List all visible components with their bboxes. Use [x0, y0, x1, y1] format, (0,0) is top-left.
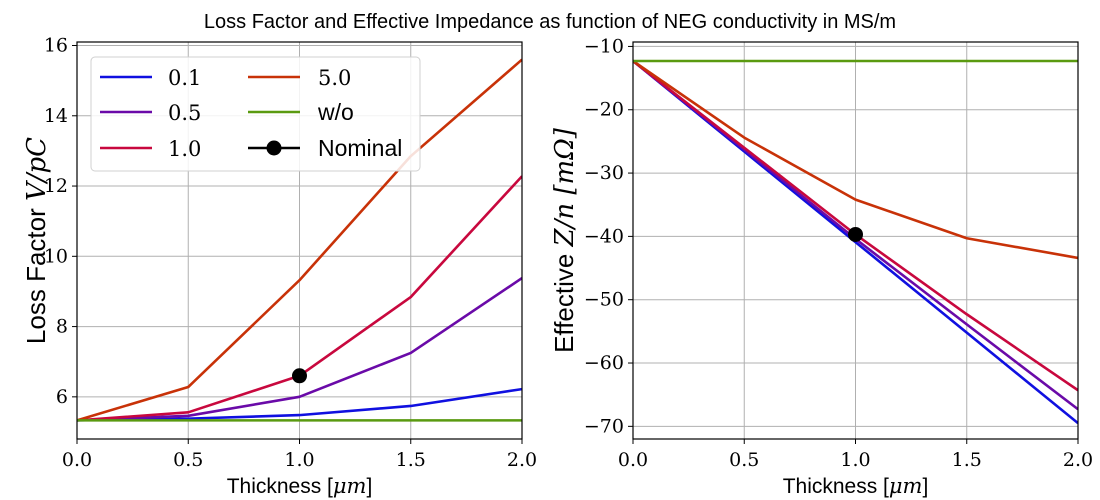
legend-label: 0.1: [168, 66, 201, 90]
legend-box: [90, 56, 421, 172]
y-tick-label: −50: [584, 289, 624, 311]
legend-label: 5.0: [318, 66, 351, 90]
series-line-0.5: [77, 277, 522, 422]
loss-factor-chart: 0.0 0.5 1.0 1.5 2.0 6 8 10 12 14 16 Thickness [μm] L…: [21, 35, 537, 498]
y-axis-label: Effective Z/n [mΩ]: [549, 127, 580, 353]
x-axis-label-prefix: Thickness [: [783, 475, 889, 498]
y-tick-label: 12: [44, 175, 68, 197]
y-axis-label-math: Z/n [mΩ]: [550, 127, 580, 247]
y-tick-label: −40: [584, 225, 624, 247]
y-tick-label: 8: [56, 316, 68, 338]
x-tick-label: 1.0: [284, 449, 314, 471]
legend-item: 1.0: [100, 137, 201, 161]
legend-label: 0.5: [168, 101, 201, 125]
legend-item: Nominal: [248, 135, 402, 161]
legend-label: 1.0: [168, 137, 201, 161]
legend-nominal-marker: [266, 140, 282, 156]
x-tick-label: 1.5: [396, 449, 426, 471]
legend-item: 0.5: [100, 101, 201, 125]
x-axis-label-suffix: ]: [922, 475, 928, 498]
x-axis-label-math: μm: [889, 474, 923, 498]
y-tick-label: 14: [44, 105, 68, 127]
y-tick-label: 16: [44, 35, 68, 57]
y-tick-label: 6: [56, 386, 68, 408]
x-tick-label: 1.0: [840, 449, 870, 471]
effective-impedance-chart: 0.0 0.5 1.0 1.5 2.0 −10 −20 −30 −40 −50 −60 −70 Thic…: [549, 35, 1093, 498]
legend-item: w/o: [248, 99, 354, 125]
x-axis-label-prefix: Thickness [: [227, 475, 333, 498]
y-axis-label: Loss Factor V/pC: [21, 137, 52, 344]
y-axis-label-prefix: Effective: [549, 246, 579, 352]
y-tick-label: −10: [584, 35, 624, 57]
x-tick-label: 0.0: [62, 449, 92, 471]
legend: 0.1 0.5 1.0 5.0 w/o Nominal: [90, 56, 421, 172]
x-tick-label: 0.0: [618, 449, 648, 471]
y-tick-label: −20: [584, 99, 624, 121]
y-axis-label-prefix: Loss Factor: [21, 201, 51, 344]
x-tick-label: 0.5: [729, 449, 759, 471]
x-tick-label: 1.5: [952, 449, 982, 471]
x-tick-label: 0.5: [173, 449, 203, 471]
legend-label: w/o: [317, 99, 354, 125]
legend-item: 0.1: [100, 66, 201, 90]
nominal-point: [292, 368, 307, 384]
x-axis-label: Thickness [μm]: [227, 474, 373, 498]
y-tick-label: −30: [584, 162, 624, 184]
figure-title: Loss Factor and Effective Impedance as f…: [204, 11, 896, 33]
legend-label: Nominal: [318, 135, 402, 161]
x-tick-label: 2.0: [507, 449, 537, 471]
y-tick-label: −70: [584, 415, 624, 437]
series-line-5.0: [77, 58, 522, 422]
y-axis-label-math: V/pC: [22, 137, 52, 201]
y-tick-label: 10: [44, 245, 68, 267]
x-axis-label: Thickness [μm]: [783, 474, 929, 498]
x-tick-label: 2.0: [1063, 449, 1093, 471]
series-line-5.0: [633, 59, 1078, 260]
x-axis-label-suffix: ]: [366, 475, 372, 498]
legend-item: 5.0: [248, 66, 351, 90]
nominal-point: [848, 226, 863, 242]
y-tick-label: −60: [584, 352, 624, 374]
x-axis-label-math: μm: [333, 474, 367, 498]
